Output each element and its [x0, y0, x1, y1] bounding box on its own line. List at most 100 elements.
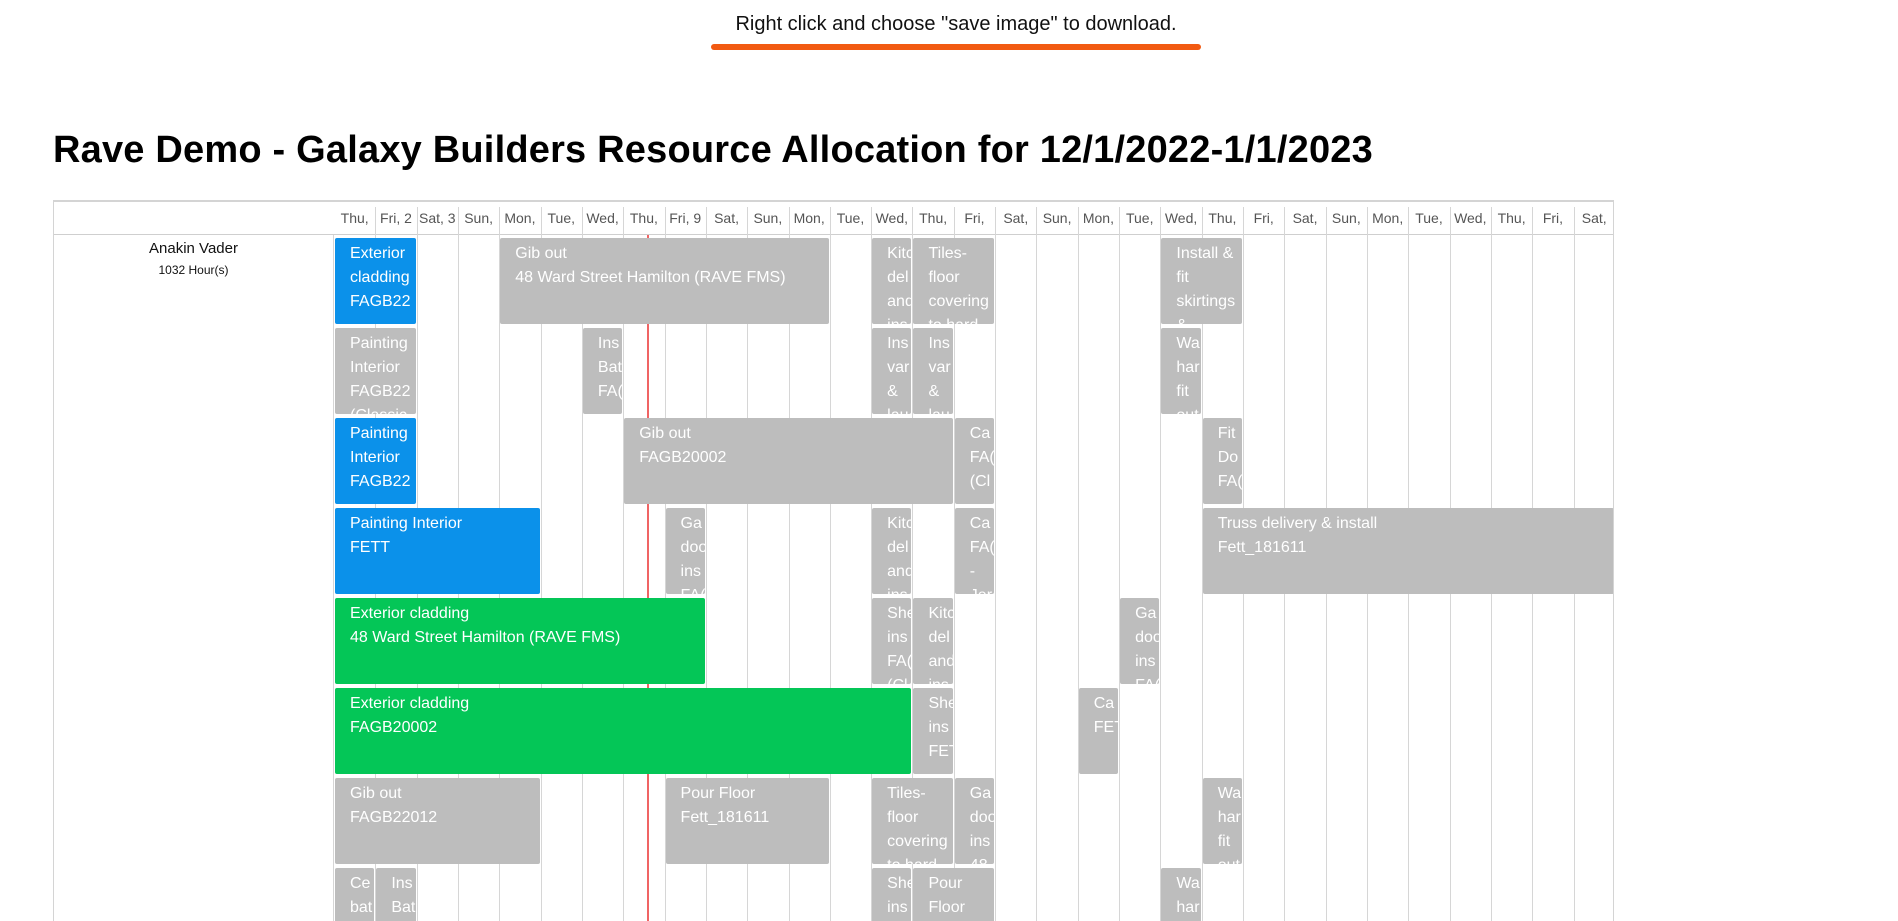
schedule-event[interactable]: Ga doo ins FA(: [1120, 598, 1160, 684]
schedule-event[interactable]: Fit Do FA(: [1202, 418, 1243, 504]
schedule-event[interactable]: Pour Floor Fett_181611: [665, 778, 829, 864]
day-header: Tue,: [1415, 210, 1443, 226]
schedule-event[interactable]: She ins FET: [913, 688, 953, 774]
event-subtitle: ins FA(: [887, 899, 908, 916]
resource-column: Anakin Vader 1032 Hour(s): [54, 235, 334, 921]
day-header: Sat,: [1292, 210, 1318, 226]
day-header: Mon,: [1372, 210, 1404, 226]
event-subtitle: 48 Ward Street Hamilton (RAVE FMS): [515, 269, 786, 286]
day-header: Thu,: [629, 210, 658, 226]
day-divider: [1119, 207, 1121, 921]
day-header: Wed,: [1164, 210, 1198, 226]
schedule-event[interactable]: Install & fit skirtings &: [1161, 238, 1243, 324]
schedule-event[interactable]: Wa har fit out: [1161, 328, 1201, 414]
event-subtitle: var & lau: [887, 359, 910, 414]
event-title: Ins: [887, 335, 909, 352]
day-header: Sun,: [753, 210, 783, 226]
event-subtitle: floor covering to hard: [928, 269, 989, 324]
event-title: Wa: [1176, 875, 1200, 892]
schedule-event[interactable]: Ins Bat 48: [376, 868, 416, 921]
schedule-event[interactable]: Gib out FAGB20002: [624, 418, 953, 504]
event-title: Ga: [969, 785, 992, 802]
day-divider: [912, 207, 914, 921]
schedule-event[interactable]: Gib out 48 Ward Street Hamilton (RAVE FMS…: [500, 238, 829, 324]
schedule-event[interactable]: Exterior cladding FAGB22: [335, 238, 416, 324]
event-subtitle: har fit: [1176, 899, 1200, 916]
schedule-event[interactable]: Pour Floor Classic: [913, 868, 995, 921]
schedule-event[interactable]: Ga doo ins FA(: [665, 508, 705, 594]
schedule-event[interactable]: Kitc del and ins: [872, 508, 912, 594]
event-subtitle: FAGB22 (Classic: [350, 383, 411, 414]
day-divider: [1201, 207, 1203, 921]
event-subtitle: bat del: [350, 899, 373, 916]
event-subtitle: FAGB20002: [639, 449, 727, 466]
day-divider: [664, 207, 666, 921]
day-divider: [1036, 207, 1038, 921]
schedule-event[interactable]: Painting Interior FAGB22 (Classic: [335, 328, 416, 414]
day-header: Mon,: [793, 210, 825, 226]
event-title: Gib out: [350, 785, 402, 802]
event-subtitle: 48 Ward Street Hamilton (RAVE FMS): [350, 629, 621, 646]
day-header: Wed,: [1454, 210, 1487, 226]
schedule-event[interactable]: Painting Interior FAGB22 -: [335, 418, 416, 504]
event-subtitle: FAGB22 -: [350, 473, 411, 504]
event-title: Tiles-: [928, 245, 967, 262]
event-subtitle: har fit out: [1176, 359, 1200, 414]
schedule-event[interactable]: Kitc del and ins: [913, 598, 953, 684]
day-header: Sat, 3: [418, 210, 456, 226]
event-title: Gib out: [515, 245, 567, 262]
schedule-event[interactable]: Truss delivery & install Fett_181611: [1202, 508, 1613, 594]
day-divider: [1077, 207, 1079, 921]
day-divider: [581, 207, 583, 921]
event-title: Exterior cladding: [350, 245, 410, 286]
day-header: Mon,: [1082, 210, 1114, 226]
schedule-event[interactable]: Ca FA( - Jer: [954, 508, 995, 594]
event-subtitle: del and ins: [887, 269, 912, 324]
schedule-event[interactable]: Gib out FAGB22012: [335, 778, 540, 864]
event-subtitle: FA( (Cl: [969, 449, 995, 490]
event-title: Kitc: [887, 245, 912, 262]
schedule-event[interactable]: Ca FA( (Cl: [954, 418, 995, 504]
schedule-event[interactable]: Ins var & lau: [913, 328, 953, 414]
event-subtitle: Bat FA(: [597, 359, 623, 400]
schedule-event[interactable]: Painting Interior FETT: [335, 508, 540, 594]
day-divider: [623, 207, 625, 921]
schedule-event[interactable]: She ins FA( (Cl: [872, 598, 912, 684]
event-subtitle: Fett_181611: [1217, 539, 1307, 556]
schedule-event[interactable]: Tiles-floor covering to hard: [913, 238, 995, 324]
event-title: Wa: [1176, 335, 1200, 352]
event-subtitle: har fit out: [1217, 809, 1241, 864]
event-title: Wa: [1217, 785, 1242, 802]
schedule-event[interactable]: Tiles-floor covering to hard: [872, 778, 953, 864]
resource-schedule[interactable]: Thu, Fri, 2 Sat, 3 Sun, Mon, Tue, Wed, Thu, Fri,…: [53, 200, 1614, 921]
today-marker: [647, 235, 650, 921]
day-header: Mon,: [504, 210, 536, 226]
schedule-event[interactable]: Exterior cladding 48 Ward Street Hamilton…: [335, 598, 705, 684]
day-header: Fri,: [1542, 210, 1564, 226]
schedule-event[interactable]: Wa har fit: [1161, 868, 1201, 921]
day-header: Wed,: [875, 210, 909, 226]
event-subtitle: FAGB22: [350, 293, 411, 310]
resource-name[interactable]: Anakin Vader: [149, 240, 238, 257]
day-divider: [871, 207, 873, 921]
schedule-event[interactable]: Kitc del and ins: [872, 238, 912, 324]
event-subtitle: Bat 48: [391, 899, 416, 916]
schedule-event[interactable]: She ins FA(: [872, 868, 912, 921]
event-subtitle: Floor Classic: [928, 899, 965, 916]
event-subtitle: fit skirtings &: [1176, 269, 1236, 324]
schedule-event[interactable]: Wa har fit out: [1202, 778, 1243, 864]
event-title: Fit: [1217, 425, 1236, 442]
schedule-event[interactable]: Exterior cladding FAGB20002: [335, 688, 912, 774]
event-title: Exterior cladding: [350, 605, 470, 622]
schedule-event[interactable]: Ce bat del: [335, 868, 375, 921]
resource-hours: 1032 Hour(s): [158, 263, 229, 277]
day-header: Sun,: [464, 210, 494, 226]
schedule-event[interactable]: Ins Bat FA(: [582, 328, 623, 414]
event-subtitle: ins FA( (Cl: [887, 629, 912, 684]
schedule-event[interactable]: Ins var & lau: [872, 328, 912, 414]
schedule-event[interactable]: Ga doo ins 48: [954, 778, 995, 864]
day-header: Fri,: [1253, 210, 1274, 226]
schedule-event[interactable]: Ca FET: [1078, 688, 1119, 774]
day-header: Wed,: [586, 210, 619, 226]
event-subtitle: FET: [1093, 719, 1118, 736]
